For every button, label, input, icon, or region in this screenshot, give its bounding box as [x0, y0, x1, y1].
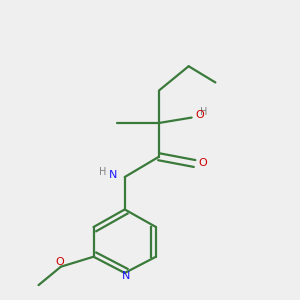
- Text: N: N: [109, 170, 118, 180]
- Text: N: N: [122, 271, 131, 281]
- Text: H: H: [99, 167, 106, 177]
- Text: O: O: [196, 110, 204, 120]
- Text: O: O: [55, 257, 64, 267]
- Text: H: H: [200, 106, 208, 117]
- Text: O: O: [199, 158, 207, 168]
